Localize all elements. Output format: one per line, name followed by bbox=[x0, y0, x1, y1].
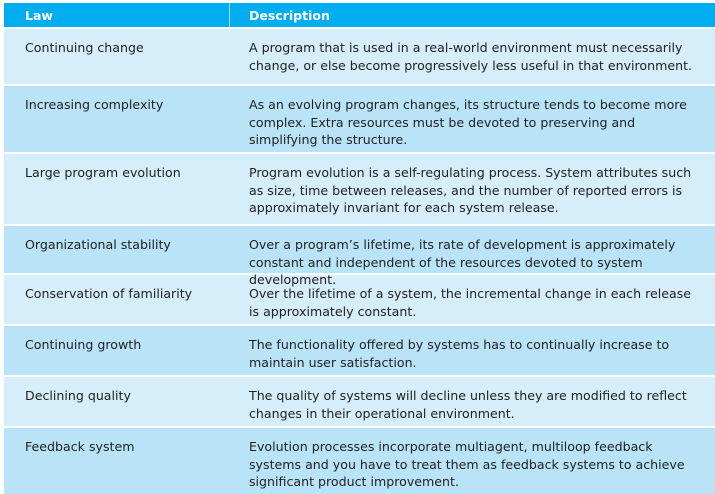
law-cell: Conservation of familiarity bbox=[25, 286, 193, 301]
table-body: Continuing change A program that is used … bbox=[4, 29, 715, 494]
law-cell: Continuing growth bbox=[25, 337, 142, 352]
law-cell: Feedback system bbox=[25, 439, 135, 454]
header-law: Law bbox=[4, 3, 230, 27]
table-row: Increasing complexity As an evolving prog… bbox=[4, 86, 715, 154]
law-cell: Large program evolution bbox=[25, 165, 181, 180]
table-row: Organizational stability Over a program’s… bbox=[4, 226, 715, 287]
law-cell: Organizational stability bbox=[25, 237, 171, 252]
description-cell: The functionality offered by systems has… bbox=[249, 337, 670, 370]
lehman-laws-table: Law Description Continuing change A progr… bbox=[4, 3, 715, 494]
description-cell: Over the lifetime of a system, the incre… bbox=[249, 286, 692, 319]
table-row: Continuing growth The functionality offer… bbox=[4, 326, 715, 377]
law-cell: Increasing complexity bbox=[25, 97, 164, 112]
table-header: Law Description bbox=[4, 3, 715, 29]
description-cell: As an evolving program changes, its stru… bbox=[249, 97, 687, 147]
table-row: Conservation of familiarity Over the life… bbox=[4, 275, 715, 326]
table-row: Continuing change A program that is used … bbox=[4, 29, 715, 86]
description-cell: Program evolution is a self-regulating p… bbox=[249, 165, 692, 215]
law-cell: Declining quality bbox=[25, 388, 131, 403]
description-cell: Evolution processes incorporate multiage… bbox=[249, 439, 685, 489]
law-cell: Continuing change bbox=[25, 40, 144, 55]
table-row: Large program evolution Program evolution… bbox=[4, 154, 715, 226]
table-row: Declining quality The quality of systems … bbox=[4, 377, 715, 428]
header-description: Description bbox=[249, 7, 330, 23]
description-cell: A program that is used in a real-world e… bbox=[249, 40, 693, 73]
table-row: Feedback system Evolution processes incor… bbox=[4, 428, 715, 494]
description-cell: The quality of systems will decline unle… bbox=[249, 388, 687, 421]
description-cell: Over a program’s lifetime, its rate of d… bbox=[249, 237, 676, 287]
